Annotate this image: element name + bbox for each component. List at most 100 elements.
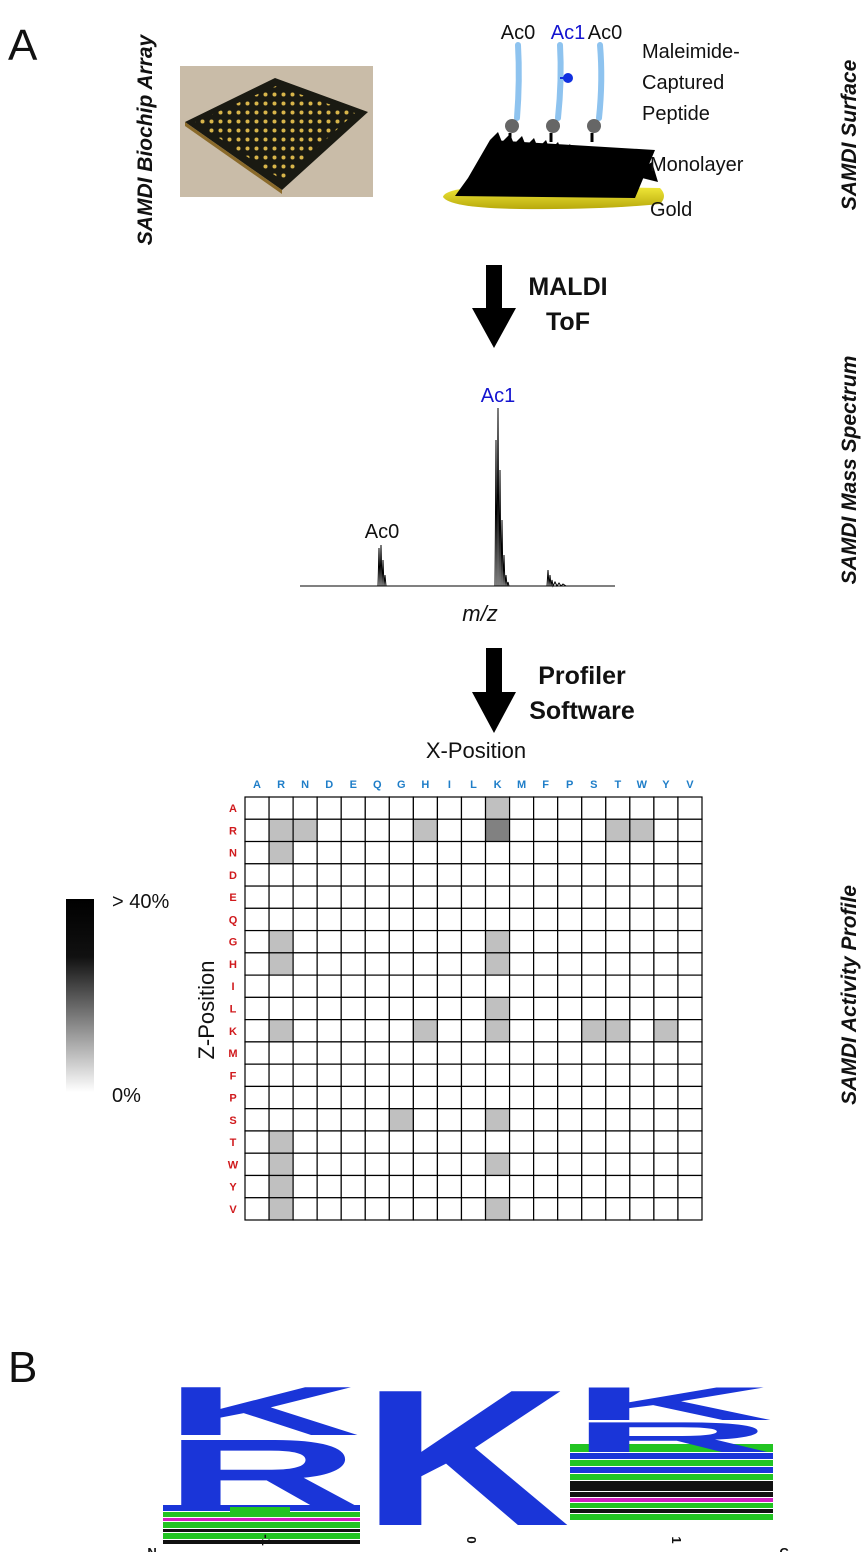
heatmap-cell [269,1198,293,1220]
heatmap-cell [486,1198,510,1220]
position-label: N [147,1545,156,1552]
heatmap-cell [341,819,365,841]
heatmap-cell [654,931,678,953]
heatmap-cell [558,842,582,864]
heatmap-cell [341,931,365,953]
heatmap-cell [486,1064,510,1086]
heatmap-cell [365,842,389,864]
heatmap-cell [269,931,293,953]
column-label: Y [662,779,670,791]
heatmap-cell [245,1020,269,1042]
figure: A SAMDI Biochip Array Ac0 Ac1 Ac0 Maleim… [0,0,863,1552]
heatmap-cell [606,1109,630,1131]
heatmap-cell [437,819,461,841]
heatmap-cell [654,953,678,975]
position-label: 0 [464,1536,479,1543]
heatmap-cell [365,1109,389,1131]
heatmap-cell [630,819,654,841]
heatmap-cell [365,997,389,1019]
heatmap-cell [269,997,293,1019]
heatmap-cell [534,908,558,930]
heatmap-cell [341,975,365,997]
heatmap-cell [534,1131,558,1153]
row-label: K [229,1026,237,1038]
heatmap-cell [630,1175,654,1197]
heatmap-cell [365,1131,389,1153]
heatmap-cell [678,1131,702,1153]
heatmap-cell [654,1064,678,1086]
column-label: E [350,779,357,791]
heatmap-cell [486,975,510,997]
heatmap-cell [654,864,678,886]
heatmap-cell [630,931,654,953]
heatmap-cell [510,997,534,1019]
heatmap-cell [678,1086,702,1108]
heatmap-cell [678,1153,702,1175]
heatmap-cell [293,953,317,975]
heatmap-cell [510,1131,534,1153]
heatmap-cell [582,908,606,930]
heatmap-cell [461,997,485,1019]
chain-label: Ac1 [551,22,585,44]
heatmap-cell [630,975,654,997]
heatmap-cell [293,1064,317,1086]
heatmap-cell [365,1042,389,1064]
heatmap-cell [341,997,365,1019]
heatmap-cell [461,1131,485,1153]
peptide-label: Peptide [642,103,710,125]
heatmap-cell [245,931,269,953]
heatmap-cell [510,1175,534,1197]
heatmap-cell [558,975,582,997]
heatmap-cell [389,1020,413,1042]
colorbar-label: 0% [112,1085,141,1107]
heatmap-cell [654,1020,678,1042]
heatmap-cell [341,953,365,975]
heatmap-cell [606,797,630,819]
heatmap-cell [510,908,534,930]
logo-letter: K [360,1350,570,1552]
heatmap-cell [461,886,485,908]
heatmap-cell [461,1064,485,1086]
heatmap-cell [245,953,269,975]
heatmap-cell [582,1042,606,1064]
heatmap-cell [630,1131,654,1153]
column-label: Q [373,779,382,791]
heatmap-cell [606,931,630,953]
heatmap-cell [245,864,269,886]
heatmap-cell [437,1153,461,1175]
heatmap-cell [558,1042,582,1064]
side-title: SAMDI Activity Profile [838,885,861,1105]
heatmap-cell [654,797,678,819]
heatmap-cell [534,931,558,953]
heatmap-cell [245,797,269,819]
heatmap-cell [558,1131,582,1153]
heatmap-cell [365,975,389,997]
heatmap-cell [461,1086,485,1108]
heatmap-cell [461,1198,485,1220]
heatmap-cell [437,953,461,975]
heatmap-cell [558,997,582,1019]
heatmap-cell [582,1109,606,1131]
axis-label: m/z [462,601,497,626]
heatmap-cell [293,864,317,886]
heatmap-cell [630,953,654,975]
heatmap-cell [269,886,293,908]
heatmap-cell [413,975,437,997]
heatmap-cell [534,819,558,841]
heatmap-cell [534,953,558,975]
heatmap-cell [413,1020,437,1042]
heatmap-cell [582,953,606,975]
column-label: A [253,779,261,791]
heatmap-cell [654,886,678,908]
heatmap-cell [413,931,437,953]
heatmap-cell [606,886,630,908]
row-label: M [228,1048,237,1060]
heatmap-cell [293,1153,317,1175]
heatmap-cell [437,842,461,864]
heatmap-cell [630,1042,654,1064]
heatmap-cell [510,1064,534,1086]
heatmap-cell [582,864,606,886]
heatmap-cell [678,1198,702,1220]
heatmap-cell [510,1109,534,1131]
heatmap-cell [606,842,630,864]
